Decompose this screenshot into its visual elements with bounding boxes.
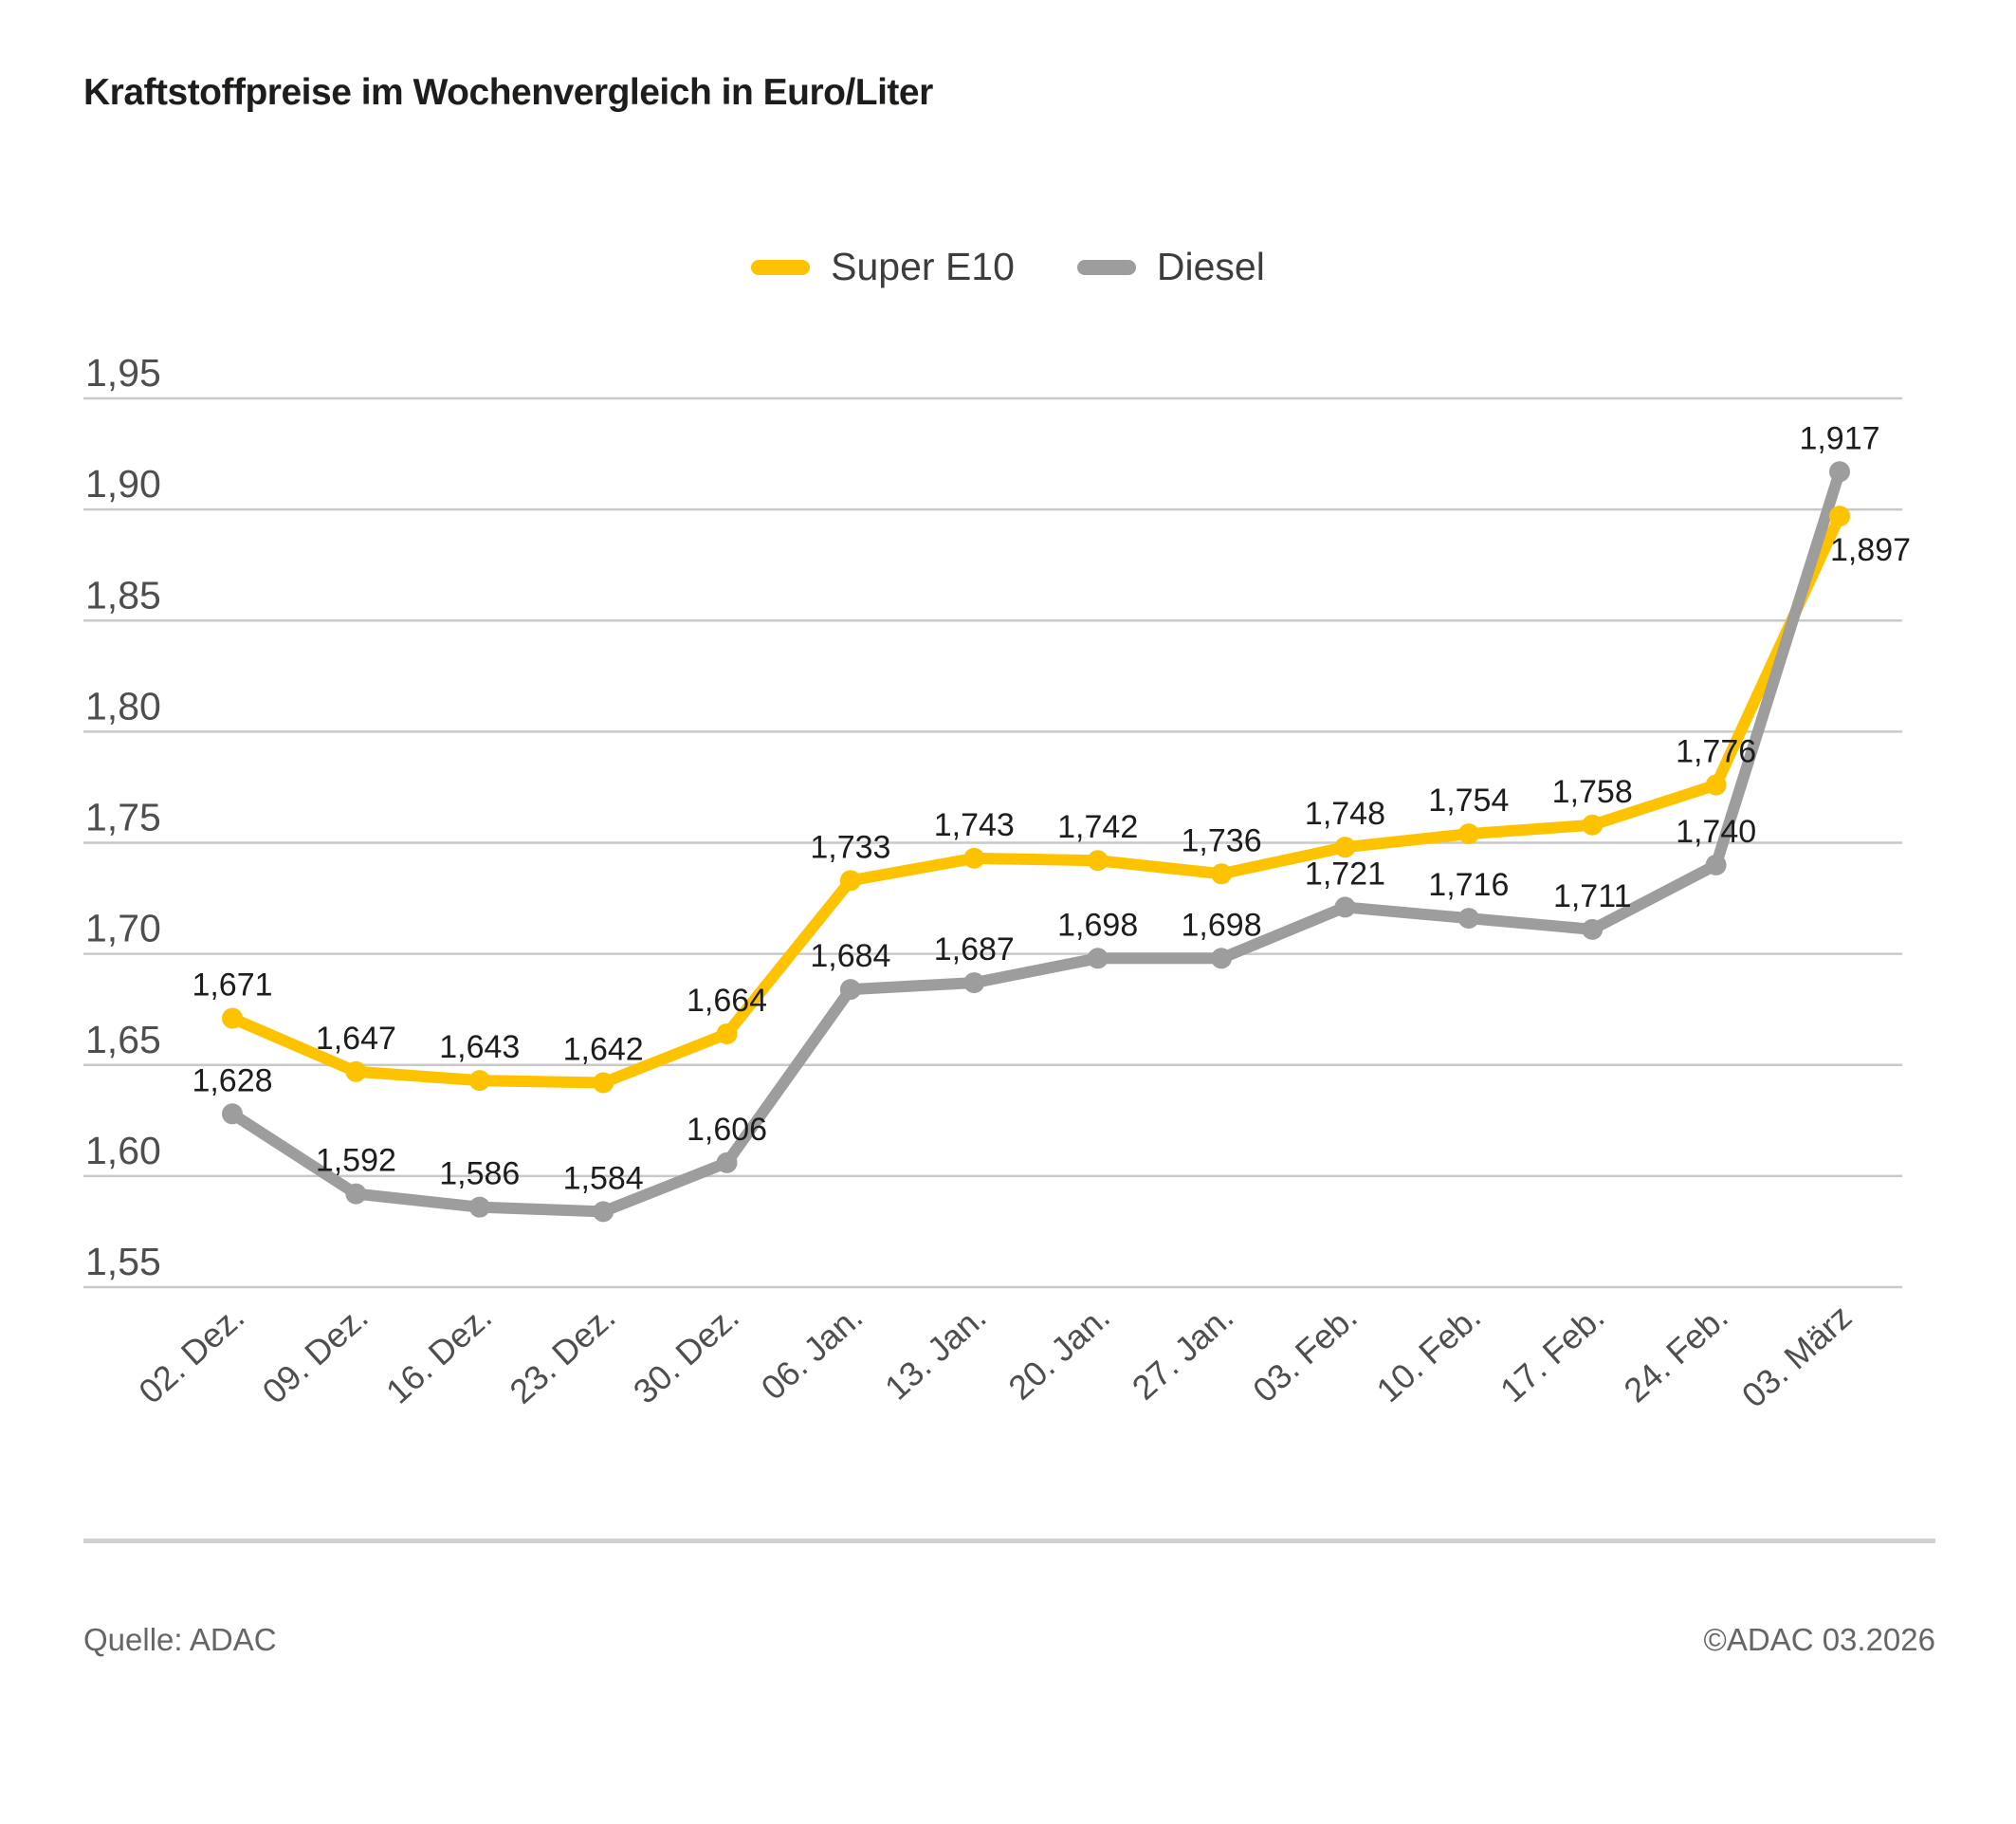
data-label-diesel: 1,584 xyxy=(563,1160,644,1196)
legend-label-diesel: Diesel xyxy=(1156,245,1265,288)
data-label-super-e10: 1,736 xyxy=(1182,822,1262,858)
x-tick-label: 23. Dez. xyxy=(502,1297,622,1410)
data-point-super-e10 xyxy=(468,1070,490,1092)
x-tick-label: 17. Feb. xyxy=(1493,1297,1612,1409)
data-label-diesel: 1,628 xyxy=(192,1062,272,1098)
x-tick-label: 09. Dez. xyxy=(255,1297,376,1410)
y-tick-label: 1,70 xyxy=(85,907,161,950)
data-point-diesel xyxy=(345,1183,367,1205)
x-tick-label: 06. Jan. xyxy=(754,1297,871,1407)
data-label-diesel: 1,698 xyxy=(1057,907,1138,943)
x-tick-label: 10. Feb. xyxy=(1369,1297,1489,1409)
data-label-super-e10: 1,776 xyxy=(1676,734,1756,770)
data-label-diesel: 1,698 xyxy=(1182,907,1262,943)
data-label-super-e10: 1,647 xyxy=(316,1021,396,1057)
data-label-diesel: 1,917 xyxy=(1799,420,1879,456)
data-point-super-e10 xyxy=(1829,506,1850,527)
data-label-super-e10: 1,897 xyxy=(1830,532,1911,568)
data-point-diesel xyxy=(593,1201,614,1223)
data-point-diesel xyxy=(1087,948,1109,969)
legend-item-diesel: Diesel xyxy=(1076,245,1265,289)
super-e10-swatch-icon xyxy=(751,259,811,275)
data-point-diesel xyxy=(963,972,985,994)
y-tick-label: 1,90 xyxy=(85,462,161,506)
series-line-diesel xyxy=(227,466,1845,1218)
y-tick-label: 1,95 xyxy=(85,351,161,395)
data-point-diesel xyxy=(716,1152,738,1173)
data-label-diesel: 1,740 xyxy=(1676,814,1756,850)
data-point-diesel xyxy=(1705,854,1727,875)
data-point-diesel xyxy=(222,1103,243,1125)
x-tick-label: 30. Dez. xyxy=(626,1297,746,1410)
data-point-diesel xyxy=(1829,461,1850,483)
data-point-super-e10 xyxy=(1705,774,1727,796)
data-label-diesel: 1,586 xyxy=(439,1156,520,1192)
data-point-super-e10 xyxy=(1211,863,1233,885)
x-tick-label: 03. März xyxy=(1734,1297,1860,1414)
data-label-super-e10: 1,664 xyxy=(687,983,767,1019)
chart-legend: Super E10 Diesel xyxy=(0,245,2016,289)
page-title: Kraftstoffpreise im Wochenvergleich in E… xyxy=(83,72,933,113)
y-tick-label: 1,60 xyxy=(85,1129,161,1172)
data-point-super-e10 xyxy=(222,1007,243,1029)
data-label-diesel: 1,606 xyxy=(687,1112,767,1148)
y-tick-label: 1,80 xyxy=(85,684,161,728)
data-label-diesel: 1,716 xyxy=(1428,867,1509,903)
data-label-diesel: 1,592 xyxy=(316,1143,396,1179)
data-label-diesel: 1,687 xyxy=(934,931,1015,967)
data-point-super-e10 xyxy=(963,847,985,869)
x-tick-label: 13. Jan. xyxy=(877,1297,994,1407)
x-tick-label: 02. Dez. xyxy=(131,1297,251,1410)
data-point-super-e10 xyxy=(839,870,861,892)
diesel-swatch-icon xyxy=(1076,259,1136,275)
data-label-super-e10: 1,671 xyxy=(192,967,272,1004)
data-point-diesel xyxy=(839,979,861,1001)
y-tick-label: 1,75 xyxy=(85,796,161,839)
data-point-diesel xyxy=(1211,948,1233,969)
y-tick-label: 1,85 xyxy=(85,573,161,617)
data-label-super-e10: 1,642 xyxy=(563,1031,644,1067)
data-point-diesel xyxy=(1582,918,1604,940)
data-label-super-e10: 1,758 xyxy=(1552,774,1633,810)
data-label-diesel: 1,711 xyxy=(1553,878,1632,914)
series-line-super-e10 xyxy=(227,510,1845,1089)
footer-divider xyxy=(83,1538,1935,1543)
data-point-diesel xyxy=(1334,896,1356,918)
legend-label-super-e10: Super E10 xyxy=(831,245,1015,288)
x-tick-label: 24. Feb. xyxy=(1616,1297,1735,1409)
source-note: Quelle: ADAC xyxy=(83,1622,277,1657)
data-point-diesel xyxy=(468,1196,490,1218)
price-line-chart: 1,95 1,90 1,85 1,80 1,75 1,70 1,65 1,60 1,55 02. … xyxy=(83,351,1911,1415)
data-label-diesel: 1,721 xyxy=(1305,856,1385,892)
data-label-super-e10: 1,733 xyxy=(810,829,890,865)
data-label-super-e10: 1,754 xyxy=(1428,783,1509,819)
data-label-super-e10: 1,643 xyxy=(439,1029,520,1065)
data-point-super-e10 xyxy=(716,1023,738,1044)
data-label-super-e10: 1,742 xyxy=(1057,809,1138,845)
legend-item-super-e10: Super E10 xyxy=(751,245,1015,289)
data-point-super-e10 xyxy=(1334,837,1356,858)
y-tick-label: 1,65 xyxy=(85,1018,161,1061)
x-tick-label: 20. Jan. xyxy=(1000,1297,1117,1407)
x-tick-label: 27. Jan. xyxy=(1125,1297,1241,1407)
data-label-super-e10: 1,743 xyxy=(934,807,1015,843)
y-tick-label: 1,55 xyxy=(85,1240,161,1283)
copyright-note: ©ADAC 03.2026 xyxy=(1703,1622,1935,1657)
data-label-diesel: 1,684 xyxy=(810,938,890,974)
data-point-super-e10 xyxy=(1087,850,1109,872)
x-tick-label: 03. Feb. xyxy=(1245,1297,1365,1409)
data-point-super-e10 xyxy=(1457,823,1479,845)
data-point-super-e10 xyxy=(1582,814,1604,836)
x-tick-label: 16. Dez. xyxy=(378,1297,499,1410)
data-point-diesel xyxy=(1457,908,1479,930)
data-point-super-e10 xyxy=(345,1060,367,1082)
data-point-super-e10 xyxy=(593,1072,614,1094)
data-label-super-e10: 1,748 xyxy=(1305,796,1385,832)
